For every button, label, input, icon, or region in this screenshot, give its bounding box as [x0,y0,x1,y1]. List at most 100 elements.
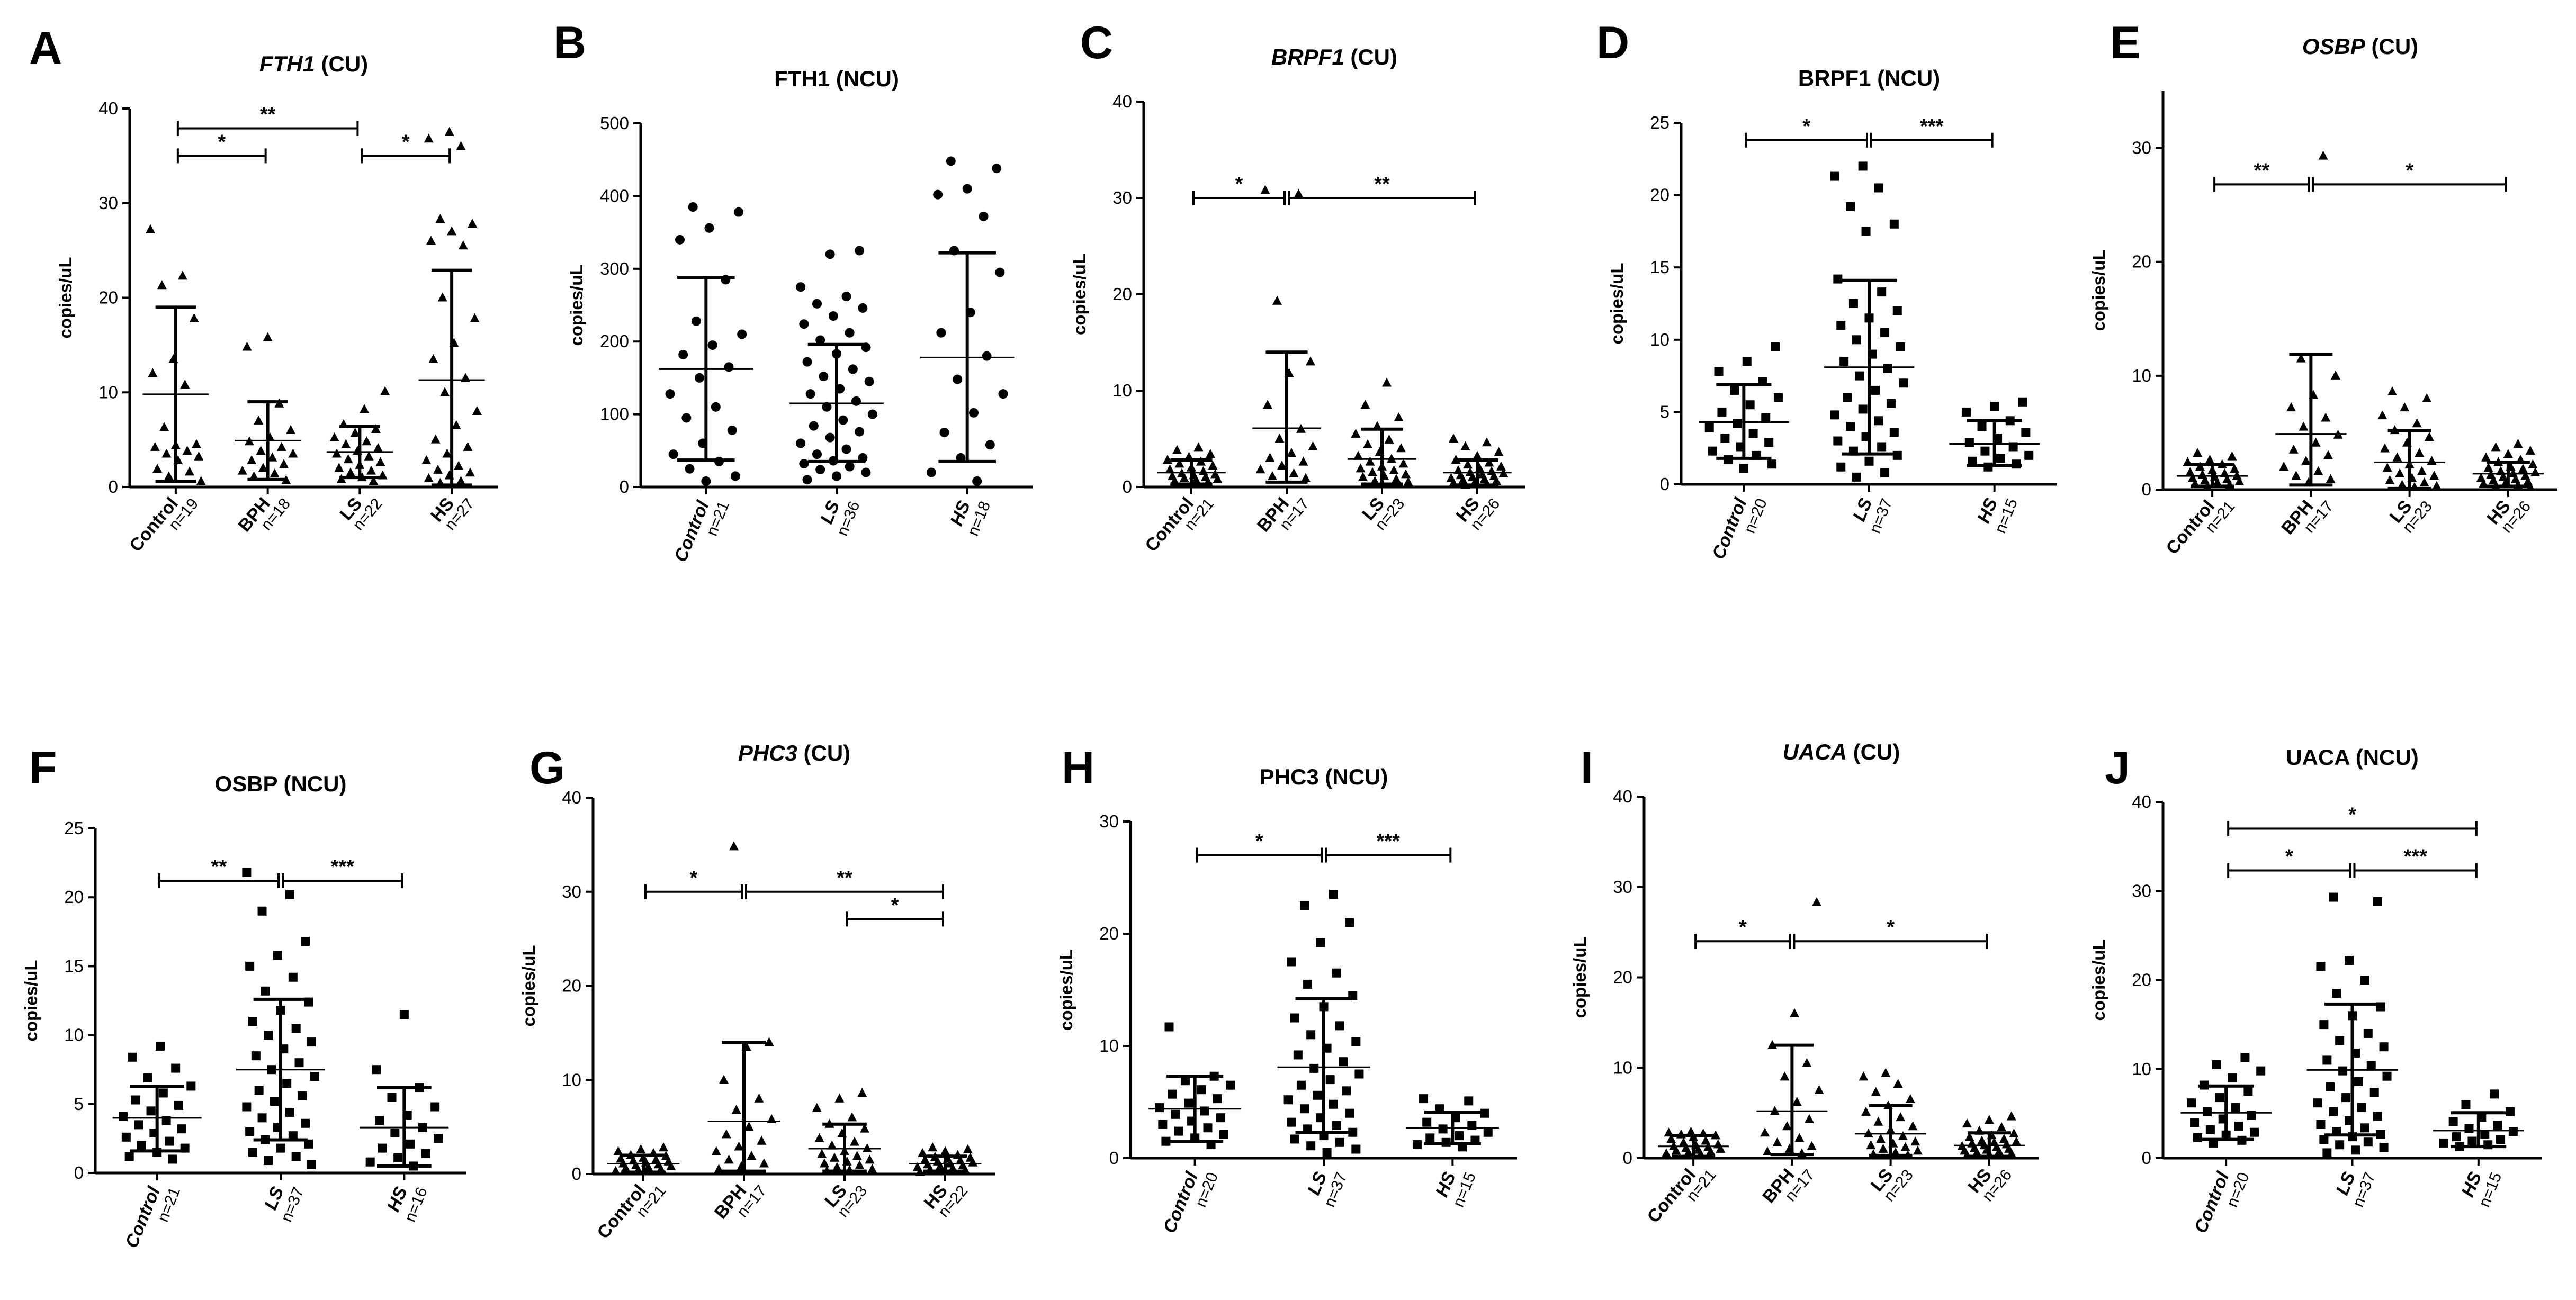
data-point [2464,1124,2474,1133]
data-point [365,1157,375,1167]
data-point [802,357,812,367]
panel-title-suffix: (CU) [315,51,368,76]
data-point [1335,1138,1344,1147]
group-ls: LSn=23 [1348,377,1416,534]
data-point [1480,1108,1489,1118]
data-point [124,1152,134,1161]
data-point [1348,1127,1358,1137]
data-point [796,282,806,292]
data-point [1155,1103,1164,1113]
data-point [2205,455,2215,464]
data-point [659,1142,668,1152]
data-point [257,906,267,916]
data-point [995,267,1005,277]
data-point [1197,1085,1206,1095]
data-point [1473,450,1482,460]
y-tick-label: 0 [74,1163,84,1182]
data-point [724,1154,734,1164]
data-point [685,464,695,474]
y-tick-label: 20 [1099,924,1119,943]
panel-title-suffix: (NCU) [2349,745,2419,770]
data-point [1994,1146,2004,1156]
significance-label: ** [211,856,227,878]
panel-label: G [529,743,565,793]
significance-bracket: ** [176,104,359,136]
data-point [1889,428,1899,437]
data-point [1717,407,1727,417]
data-point [2009,1128,2019,1138]
data-point [331,448,342,458]
data-point [288,972,298,982]
panel-title-suffix: (NCU) [1319,764,1388,789]
data-point [675,234,685,245]
data-point [1997,1122,2007,1131]
panel-d: D BRPF1 (NCU) 0 5 10 15 20 25 copies/uL Controln=… [1596,17,2057,562]
data-point [985,440,995,450]
y-tick-label: 15 [1650,257,1670,277]
significance-label: *** [1376,830,1400,853]
data-point [796,438,806,448]
data-point [2480,1130,2490,1139]
data-point [1467,1121,1477,1131]
data-point [119,1112,128,1121]
data-point [261,986,270,996]
data-point [825,432,835,443]
data-point [2227,451,2237,461]
data-point [939,427,949,437]
group-ls: LSn=22 [326,386,393,534]
data-point [744,1122,754,1131]
group-hs: HSn=15 [1949,397,2040,536]
data-point [437,292,447,302]
data-point [1855,371,1864,381]
data-point [1389,465,1399,475]
data-point [2319,1020,2329,1030]
data-point [1666,1134,1676,1143]
significance-bracket: *** [2353,846,2478,878]
data-point [1342,1086,1351,1096]
data-point [1716,1143,1726,1153]
data-point [121,1132,131,1142]
data-point [468,219,478,228]
data-point [2467,1136,2477,1146]
data-point [2513,438,2523,448]
data-point [1226,1080,1235,1090]
data-point [1365,456,1375,466]
data-point [2350,1145,2360,1155]
data-point [1772,1137,1782,1146]
panel-title-gene: FTH1 [259,51,315,76]
data-point [1880,468,1890,477]
y-tick-label: 20 [562,976,581,996]
data-point [1790,1008,1800,1017]
data-point [158,1088,168,1098]
data-point [2427,456,2437,465]
data-point [2490,1089,2499,1099]
data-point [1306,1030,1316,1040]
data-point [430,434,441,444]
data-point [1203,1123,1213,1133]
data-point [1329,1099,1338,1109]
data-point [1164,1022,1174,1032]
data-point [177,270,187,280]
data-point [1871,385,1880,395]
data-point [850,1136,859,1146]
data-point [2193,448,2203,457]
data-point [301,937,310,946]
data-point [1782,1121,1792,1131]
data-point [1272,295,1282,305]
data-point [809,421,819,431]
data-point [1184,1098,1193,1108]
panel-label: I [1581,743,1593,793]
data-point [1871,1087,1881,1096]
data-point [1419,1094,1429,1104]
y-tick-label: 0 [2142,1148,2151,1168]
data-point [799,459,809,469]
data-point [264,1031,273,1040]
data-point [1876,1134,1886,1143]
data-point [711,1146,721,1155]
data-point [1802,1058,1812,1067]
data-point [2240,1053,2250,1062]
y-tick-label: 20 [98,288,118,308]
panel-f: F OSBP (NCU) 0 5 10 15 20 25 copies/uL Controln=2… [21,743,466,1251]
